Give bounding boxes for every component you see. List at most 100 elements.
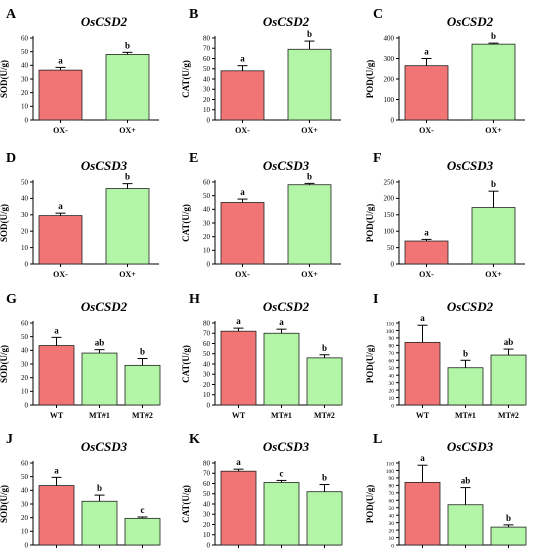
y-tick-label: 20 <box>21 89 29 97</box>
y-tick-label: 10 <box>389 396 395 402</box>
bar <box>447 367 484 406</box>
y-tick-label: 60 <box>203 480 211 488</box>
panel-h: H OsCSD2 CAT(U/g) 0 10 20 30 40 50 60 70 80 a WT a MT#1… <box>181 292 343 420</box>
significance-label: a <box>420 313 425 323</box>
significance-label: b <box>506 513 511 523</box>
panel-k: KOsCSD3CAT(U/g)01020304050607080aWTcMT#1… <box>181 432 343 549</box>
significance-label: a <box>54 465 59 475</box>
x-tick-label: MT#2 <box>132 411 153 420</box>
y-tick-label: 110 <box>386 321 394 327</box>
y-tick-label: 40 <box>21 487 29 495</box>
y-tick-label: 30 <box>203 219 211 227</box>
bar <box>38 345 75 406</box>
bar <box>81 500 118 546</box>
significance-label: b <box>322 473 327 483</box>
y-tick-label: 70 <box>203 470 211 478</box>
y-tick-label: 10 <box>389 536 395 542</box>
y-tick-label: 110 <box>386 461 394 467</box>
panel-title: OsCSD3 <box>81 158 128 173</box>
y-tick-label: 100 <box>386 329 395 335</box>
panel-letter: B <box>189 7 198 22</box>
panel-letter: K <box>189 432 200 447</box>
x-tick-label: OX+ <box>485 270 502 279</box>
x-tick-label: MT#1 <box>271 411 292 420</box>
y-tick-label: 40 <box>21 347 29 355</box>
y-tick-label: 20 <box>21 514 29 522</box>
y-tick-label: 100 <box>384 228 395 236</box>
y-tick-label: 0 <box>25 401 29 409</box>
x-tick-label: MT#2 <box>314 411 335 420</box>
y-tick-label: 20 <box>389 528 395 534</box>
y-tick-label: 10 <box>21 528 29 536</box>
bar <box>404 240 449 265</box>
y-axis-label: SOD(U/g) <box>0 345 9 383</box>
panel-a: A OsCSD2 SOD(U/g) 0 10 20 30 40 50 60 a OX-b OX+ <box>0 7 159 135</box>
panel-letter: J <box>6 432 13 447</box>
panel-letter: I <box>373 292 378 307</box>
bar <box>124 364 161 406</box>
y-tick-label: 50 <box>389 366 395 372</box>
panel-letter: G <box>6 292 17 307</box>
y-tick-label: 70 <box>389 351 395 357</box>
x-tick-label: WT <box>416 411 430 420</box>
y-tick-label: 0 <box>391 543 394 549</box>
y-axis-label: SOD(U/g) <box>0 204 9 242</box>
bar <box>220 70 265 121</box>
y-tick-label: 150 <box>384 211 395 219</box>
bar <box>38 69 83 121</box>
y-tick-label: 80 <box>203 319 211 327</box>
y-tick-label: 0 <box>25 260 29 268</box>
y-tick-label: 30 <box>203 371 211 379</box>
panel-g: G OsCSD2 SOD(U/g) 0 10 20 30 40 50 60 a WT ab MT#1 b MT… <box>0 292 161 420</box>
y-tick-label: 90 <box>389 476 395 482</box>
panel-letter: F <box>373 151 382 166</box>
y-tick-label: 20 <box>389 388 395 394</box>
y-tick-label: 30 <box>21 360 29 368</box>
y-axis-label: CAT(U/g) <box>181 60 191 98</box>
y-tick-label: 10 <box>203 106 211 114</box>
significance-label: a <box>240 54 245 64</box>
significance-label: a <box>279 317 284 327</box>
y-tick-label: 0 <box>25 116 29 124</box>
y-tick-label: 0 <box>207 260 211 268</box>
y-tick-label: 50 <box>21 48 29 56</box>
significance-label: a <box>58 201 63 211</box>
y-tick-label: 200 <box>384 75 395 83</box>
y-tick-label: 30 <box>203 511 211 519</box>
y-tick-label: 0 <box>25 541 29 549</box>
y-tick-label: 50 <box>389 506 395 512</box>
significance-label: b <box>307 171 312 181</box>
y-tick-label: 50 <box>21 333 29 341</box>
significance-label: c <box>141 505 145 515</box>
bar <box>490 526 527 546</box>
x-tick-label: OX- <box>419 270 434 279</box>
x-tick-label: OX+ <box>119 270 136 279</box>
y-tick-label: 40 <box>203 75 211 83</box>
y-tick-label: 30 <box>21 211 29 219</box>
significance-label: ab <box>95 338 105 348</box>
y-tick-label: 70 <box>203 330 211 338</box>
x-tick-label: OX+ <box>301 270 318 279</box>
y-axis-label: POD(U/g) <box>365 345 375 384</box>
panel-title: OsCSD2 <box>447 299 494 314</box>
panel-title: OsCSD3 <box>447 439 494 454</box>
significance-label: a <box>240 187 245 197</box>
panel-title: OsCSD2 <box>263 299 310 314</box>
y-tick-label: 30 <box>389 381 395 387</box>
y-tick-label: 90 <box>389 336 395 342</box>
y-tick-label: 30 <box>203 86 211 94</box>
x-tick-label: OX- <box>53 126 68 135</box>
y-tick-label: 250 <box>384 178 395 186</box>
y-tick-label: 60 <box>21 319 29 327</box>
panel-letter: D <box>6 151 16 166</box>
bar <box>124 517 161 546</box>
y-tick-label: 300 <box>384 55 395 63</box>
x-tick-label: MT#1 <box>89 411 110 420</box>
y-axis-label: POD(U/g) <box>365 60 375 99</box>
bar <box>404 481 441 546</box>
panel-title: OsCSD3 <box>263 158 310 173</box>
y-tick-label: 50 <box>21 178 29 186</box>
y-tick-label: 20 <box>21 228 29 236</box>
panel-letter: C <box>373 7 383 22</box>
